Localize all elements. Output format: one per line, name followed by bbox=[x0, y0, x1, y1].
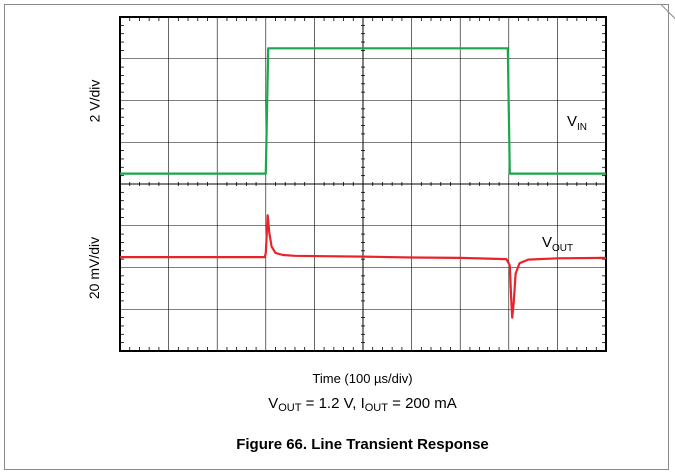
vin-trace bbox=[120, 47, 606, 175]
vin-scale-label: 2 V/div bbox=[85, 79, 102, 122]
iout-subscript: OUT bbox=[364, 402, 388, 414]
plot-grid bbox=[119, 16, 607, 352]
vout-subscript: OUT bbox=[278, 402, 302, 414]
trace-label-sub: IN bbox=[577, 122, 587, 133]
vin-label: VIN bbox=[567, 113, 587, 133]
iout-symbol: I bbox=[360, 395, 365, 412]
trace-label-sub: OUT bbox=[552, 243, 573, 254]
trace-label-main: V bbox=[567, 113, 577, 130]
vout-value: = 1.2 V, bbox=[301, 395, 361, 412]
vout-label: VOUT bbox=[542, 234, 573, 254]
figure-caption: Figure 66. Line Transient Response bbox=[236, 436, 489, 453]
test-conditions: VOUT = 1.2 V, IOUT = 200 mA bbox=[0, 395, 675, 414]
figure-frame bbox=[4, 4, 669, 470]
plot-border bbox=[119, 16, 607, 352]
vout-trace bbox=[120, 214, 607, 319]
vout-symbol: V bbox=[268, 395, 279, 412]
vout-scale-label: 20 mV/div bbox=[86, 236, 103, 299]
trace-label-main: V bbox=[542, 234, 552, 251]
time-axis-label: Time (100 µs/div) bbox=[312, 371, 413, 386]
iout-value: = 200 mA bbox=[387, 395, 457, 412]
plot-traces bbox=[120, 47, 607, 319]
